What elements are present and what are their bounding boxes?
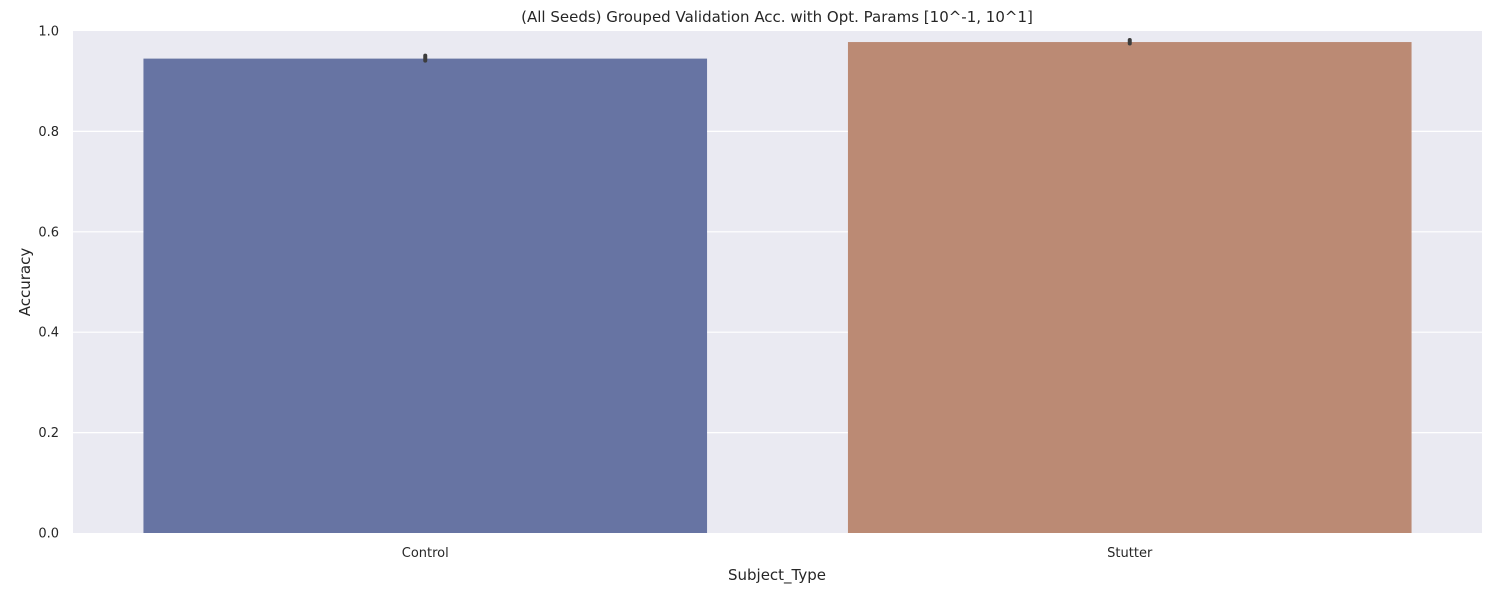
error-bars (423, 38, 1132, 63)
y-axis-title: Accuracy (16, 248, 34, 317)
y-tick-label: 0.6 (38, 225, 59, 240)
y-tick-label: 1.0 (38, 25, 59, 40)
x-tick-label: Control (402, 546, 449, 561)
y-tick-label: 0.4 (38, 326, 59, 341)
bar-stutter (847, 42, 1412, 533)
y-tick-label: 0.8 (38, 125, 59, 140)
bar-control (143, 58, 708, 534)
x-axis-title: Subject_Type (728, 566, 826, 585)
y-tick-label: 0.2 (38, 426, 59, 441)
y-tick-label: 0.0 (38, 527, 59, 542)
y-axis-ticks: 0.0 0.2 0.4 0.6 0.8 1.0 (38, 25, 59, 542)
x-tick-label: Stutter (1107, 546, 1153, 561)
bars (143, 42, 1412, 534)
x-axis-ticks: Control Stutter (402, 546, 1153, 561)
chart-title: (All Seeds) Grouped Validation Acc. with… (521, 8, 1033, 26)
